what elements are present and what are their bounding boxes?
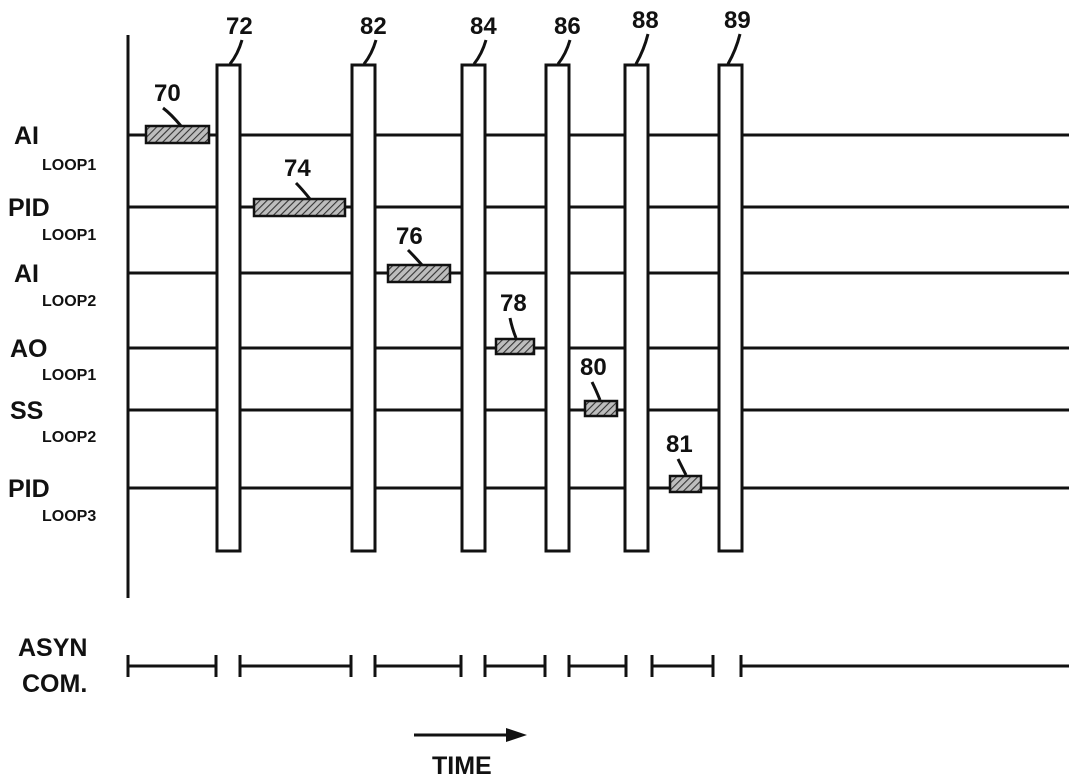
function-block [670, 476, 701, 492]
slot-ref-label: 88 [632, 7, 659, 34]
block-ref-label: 70 [154, 80, 181, 107]
row-label-sub: LOOP2 [42, 293, 96, 310]
row-label-main: SS [10, 397, 43, 425]
leader-line [592, 382, 600, 400]
block-ref-label: 78 [500, 290, 527, 317]
slot-ref-label: 89 [724, 7, 751, 34]
leader-line [728, 34, 740, 64]
function-block [146, 126, 209, 143]
function-block [254, 199, 345, 216]
slot-bars [217, 65, 742, 551]
row-label-sub: LOOP2 [42, 429, 96, 446]
block-ref-label: 81 [666, 431, 693, 458]
block-ref-label: 76 [396, 223, 423, 250]
comm-segment [128, 655, 216, 677]
leader-line [510, 318, 516, 338]
row-label-main: PID [8, 194, 50, 222]
comm-segment [375, 655, 461, 677]
slot-ref-label: 84 [470, 13, 497, 40]
time-arrow: TIME [414, 728, 527, 780]
leader-line [163, 108, 181, 126]
row-label-main: AI [14, 260, 39, 288]
comm-label-line2: COM. [22, 670, 87, 698]
leader-line [364, 40, 376, 64]
row-label-main: AI [14, 122, 39, 150]
leader-line [636, 34, 648, 64]
leader-line [230, 40, 242, 64]
slot-bar [546, 65, 569, 551]
function-block [585, 401, 617, 416]
slot-bar [462, 65, 485, 551]
leader-line [474, 40, 486, 64]
slot-bar [625, 65, 648, 551]
leader-line [408, 250, 422, 265]
comm-segment [652, 655, 713, 677]
leader-line [558, 40, 570, 64]
row-label-main: PID [8, 475, 50, 503]
comm-segment [240, 655, 351, 677]
function-block [388, 265, 450, 282]
block-ref-label: 80 [580, 354, 607, 381]
row-labels: AI LOOP1 PID LOOP1 AI LOOP2 AO LOOP1 SS … [8, 122, 96, 525]
row-label-sub: LOOP3 [42, 508, 96, 525]
comm-segment [569, 655, 626, 677]
row-label-sub: LOOP1 [42, 227, 96, 244]
comm-segment [741, 655, 1069, 677]
slot-bar [217, 65, 240, 551]
slot-ref-label: 72 [226, 13, 253, 40]
slot-bar [352, 65, 375, 551]
row-label-sub: LOOP1 [42, 157, 96, 174]
async-comm-timeline: ASYN COM. [18, 634, 1069, 698]
function-block [496, 339, 534, 354]
row-label-main: AO [10, 335, 48, 363]
slot-refs: 72 82 84 86 88 89 [226, 7, 751, 64]
slot-ref-label: 86 [554, 13, 581, 40]
arrow-head-icon [506, 728, 527, 742]
comm-label-line1: ASYN [18, 634, 87, 662]
leader-line [296, 183, 310, 199]
loop-lines [128, 135, 1069, 488]
comm-segment [485, 655, 545, 677]
row-label-sub: LOOP1 [42, 367, 96, 384]
slot-ref-label: 82 [360, 13, 387, 40]
time-label: TIME [432, 752, 492, 780]
leader-line [678, 459, 686, 475]
slot-bar [719, 65, 742, 551]
block-ref-label: 74 [284, 155, 311, 182]
